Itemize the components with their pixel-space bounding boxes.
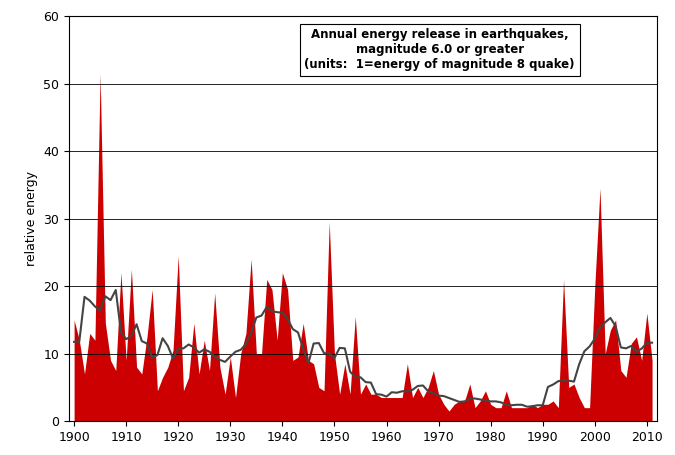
Y-axis label: relative energy: relative energy [24,171,38,266]
Text: Annual energy release in earthquakes,
magnitude 6.0 or greater
(units:  1=energy: Annual energy release in earthquakes, ma… [304,28,575,71]
